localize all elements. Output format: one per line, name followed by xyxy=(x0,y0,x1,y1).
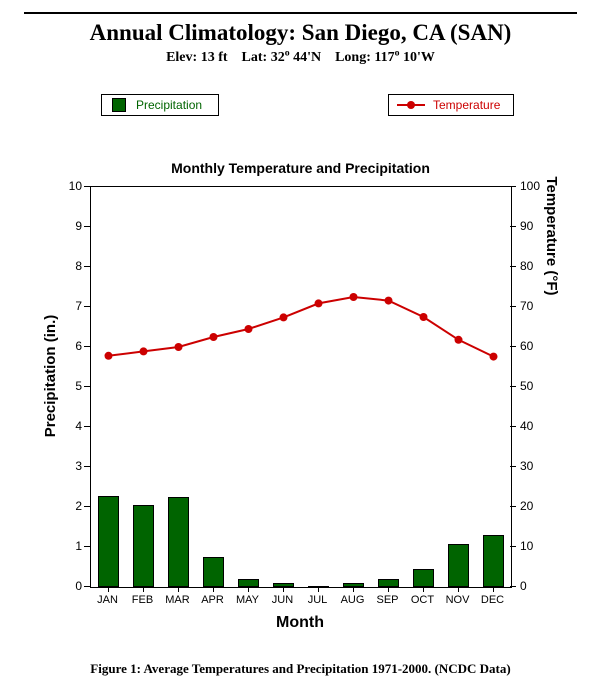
ytick-left: 5 xyxy=(58,379,82,393)
precip-bar xyxy=(133,505,155,587)
title-text: Annual Climatology: San Diego, CA (SAN) xyxy=(90,20,512,45)
ytick-left: 4 xyxy=(58,419,82,433)
y-axis-left-label: Precipitation (in.) xyxy=(42,296,59,456)
caption-text: Figure 1: Average Temperatures and Preci… xyxy=(90,661,510,676)
chart-title: Monthly Temperature and Precipitation xyxy=(0,160,601,178)
ytick-left: 0 xyxy=(58,579,82,593)
temp-marker xyxy=(315,299,323,307)
x-axis-label: Month xyxy=(90,614,510,632)
ytick-left: 9 xyxy=(58,219,82,233)
temp-marker xyxy=(210,333,218,341)
rule-top xyxy=(24,12,577,14)
legend-precip-swatch xyxy=(112,98,126,112)
ytick-left: 7 xyxy=(58,299,82,313)
precip-bar xyxy=(168,497,190,587)
ytick-right: 60 xyxy=(520,339,533,353)
legend-precip: Precipitation xyxy=(101,94,219,116)
xtick-label: FEB xyxy=(125,594,161,606)
page: Annual Climatology: San Diego, CA (SAN) … xyxy=(0,0,601,698)
temp-marker xyxy=(105,352,113,360)
ytick-left: 8 xyxy=(58,259,82,273)
precip-bar xyxy=(413,569,435,587)
temp-marker xyxy=(455,336,463,344)
xtick-label: OCT xyxy=(405,594,441,606)
temp-marker xyxy=(385,297,393,305)
ytick-left: 2 xyxy=(58,499,82,513)
xtick-label: AUG xyxy=(335,594,371,606)
xtick-label: JUN xyxy=(265,594,301,606)
ytick-right: 80 xyxy=(520,259,533,273)
long-deg: 117 xyxy=(374,50,394,65)
temp-marker xyxy=(280,313,288,321)
lat-label: Lat: xyxy=(242,50,268,65)
precip-bar xyxy=(483,535,505,587)
ytick-right: 30 xyxy=(520,459,533,473)
xtick-label: DEC xyxy=(475,594,511,606)
ytick-right: 40 xyxy=(520,419,533,433)
temp-marker xyxy=(490,353,498,361)
ytick-right: 20 xyxy=(520,499,533,513)
ytick-right: 70 xyxy=(520,299,533,313)
ytick-left: 6 xyxy=(58,339,82,353)
elev-label: Elev: xyxy=(166,50,197,65)
xtick-label: JUL xyxy=(300,594,336,606)
xtick-label: NOV xyxy=(440,594,476,606)
temp-marker xyxy=(350,293,358,301)
precip-bar xyxy=(448,544,470,587)
xtick-label: SEP xyxy=(370,594,406,606)
page-title: Annual Climatology: San Diego, CA (SAN) xyxy=(0,20,601,46)
ytick-left: 10 xyxy=(58,179,82,193)
lat-deg: 32 xyxy=(271,50,285,65)
legend-temp-dot-icon xyxy=(407,101,415,109)
subtitle: Elev: 13 ft Lat: 32o 44'N Long: 117o 10'… xyxy=(0,50,601,66)
legend-temp-line xyxy=(397,104,425,106)
ytick-right: 10 xyxy=(520,539,533,553)
temp-marker xyxy=(245,325,253,333)
temp-marker xyxy=(175,343,183,351)
precip-bar xyxy=(98,496,120,587)
ytick-right: 50 xyxy=(520,379,533,393)
long-min: 10'W xyxy=(403,50,435,65)
legend-precip-label: Precipitation xyxy=(136,98,202,112)
temp-marker xyxy=(420,313,428,321)
ytick-left: 1 xyxy=(58,539,82,553)
lat-min: 44'N xyxy=(293,50,321,65)
ytick-left: 3 xyxy=(58,459,82,473)
ytick-right: 0 xyxy=(520,579,527,593)
temp-marker xyxy=(140,347,148,355)
figure-caption: Figure 1: Average Temperatures and Preci… xyxy=(0,660,601,678)
xtick-label: JAN xyxy=(90,594,126,606)
ytick-right: 90 xyxy=(520,219,533,233)
xtick-label: APR xyxy=(195,594,231,606)
y-axis-right-label: Temperature (°F) xyxy=(543,156,560,316)
legend-temp-label: Temperature xyxy=(433,98,500,112)
elev-value: 13 ft xyxy=(201,50,228,65)
xtick-label: MAR xyxy=(160,594,196,606)
xtick-label: MAY xyxy=(230,594,266,606)
legend-temp: Temperature xyxy=(388,94,514,116)
chart-title-text: Monthly Temperature and Precipitation xyxy=(171,160,430,176)
ytick-right: 100 xyxy=(520,179,540,193)
precip-bar xyxy=(203,557,225,587)
chart-plot-area xyxy=(90,186,512,588)
long-label: Long: xyxy=(335,50,371,65)
